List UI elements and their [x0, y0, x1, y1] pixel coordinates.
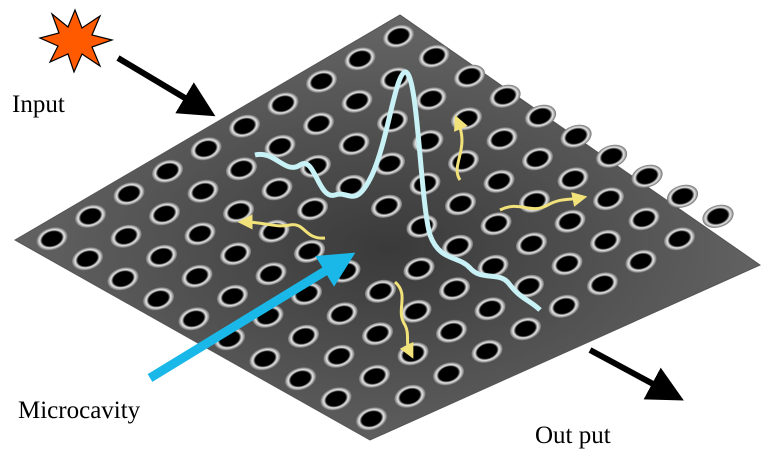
- input-arrow: [118, 58, 200, 107]
- output-label: Out put: [535, 422, 611, 449]
- output-arrow: [590, 350, 668, 392]
- light-source: [40, 10, 112, 72]
- input-label: Input: [12, 91, 65, 118]
- microcavity-label: Microcavity: [18, 397, 141, 424]
- diagram: Input Microcavity Out put: [0, 0, 769, 453]
